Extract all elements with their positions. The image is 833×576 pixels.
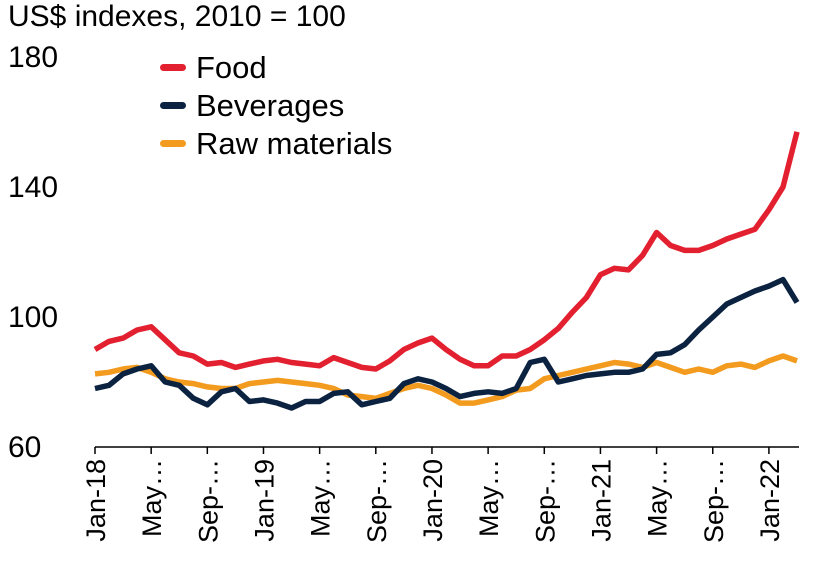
legend-item-food: Food (160, 48, 392, 86)
x-tick-label: Jan-21 (586, 459, 616, 542)
y-tick-label: 60 (8, 431, 41, 464)
legend-item-beverages: Beverages (160, 86, 392, 124)
y-tick-label: 140 (8, 171, 58, 204)
legend-swatch-food (160, 63, 186, 71)
legend-label-food: Food (196, 49, 267, 85)
legend-label-raw-materials: Raw materials (196, 125, 393, 161)
legend-swatch-beverages (160, 101, 186, 109)
y-tick-label: 180 (8, 41, 58, 74)
legend-item-raw-materials: Raw materials (160, 124, 392, 162)
chart-title: US$ indexes, 2010 = 100 (8, 0, 346, 33)
x-tick-label: Jan-22 (755, 459, 785, 542)
x-tick-label: Sep-… (530, 459, 560, 543)
x-tick-label: Sep-… (193, 459, 223, 543)
x-tick-label: May… (137, 459, 167, 537)
x-tick-label: Sep-… (362, 459, 392, 543)
raw-materials-line (94, 353, 798, 406)
x-tick-label: May… (306, 459, 336, 537)
legend-swatch-raw-materials (160, 139, 186, 147)
x-tick-label: Jan-19 (249, 459, 279, 542)
legend-label-beverages: Beverages (196, 87, 345, 123)
legend: Food Beverages Raw materials (160, 48, 392, 162)
x-tick-label: Jan-18 (81, 459, 111, 542)
food-line (93, 131, 800, 372)
x-tick-label: Sep-… (699, 459, 729, 543)
x-tick-label: May… (643, 459, 673, 537)
x-tick-label: May… (474, 459, 504, 537)
y-tick-label: 100 (8, 301, 58, 334)
beverages-line (94, 276, 800, 411)
x-tick-label: Jan-20 (418, 459, 448, 542)
